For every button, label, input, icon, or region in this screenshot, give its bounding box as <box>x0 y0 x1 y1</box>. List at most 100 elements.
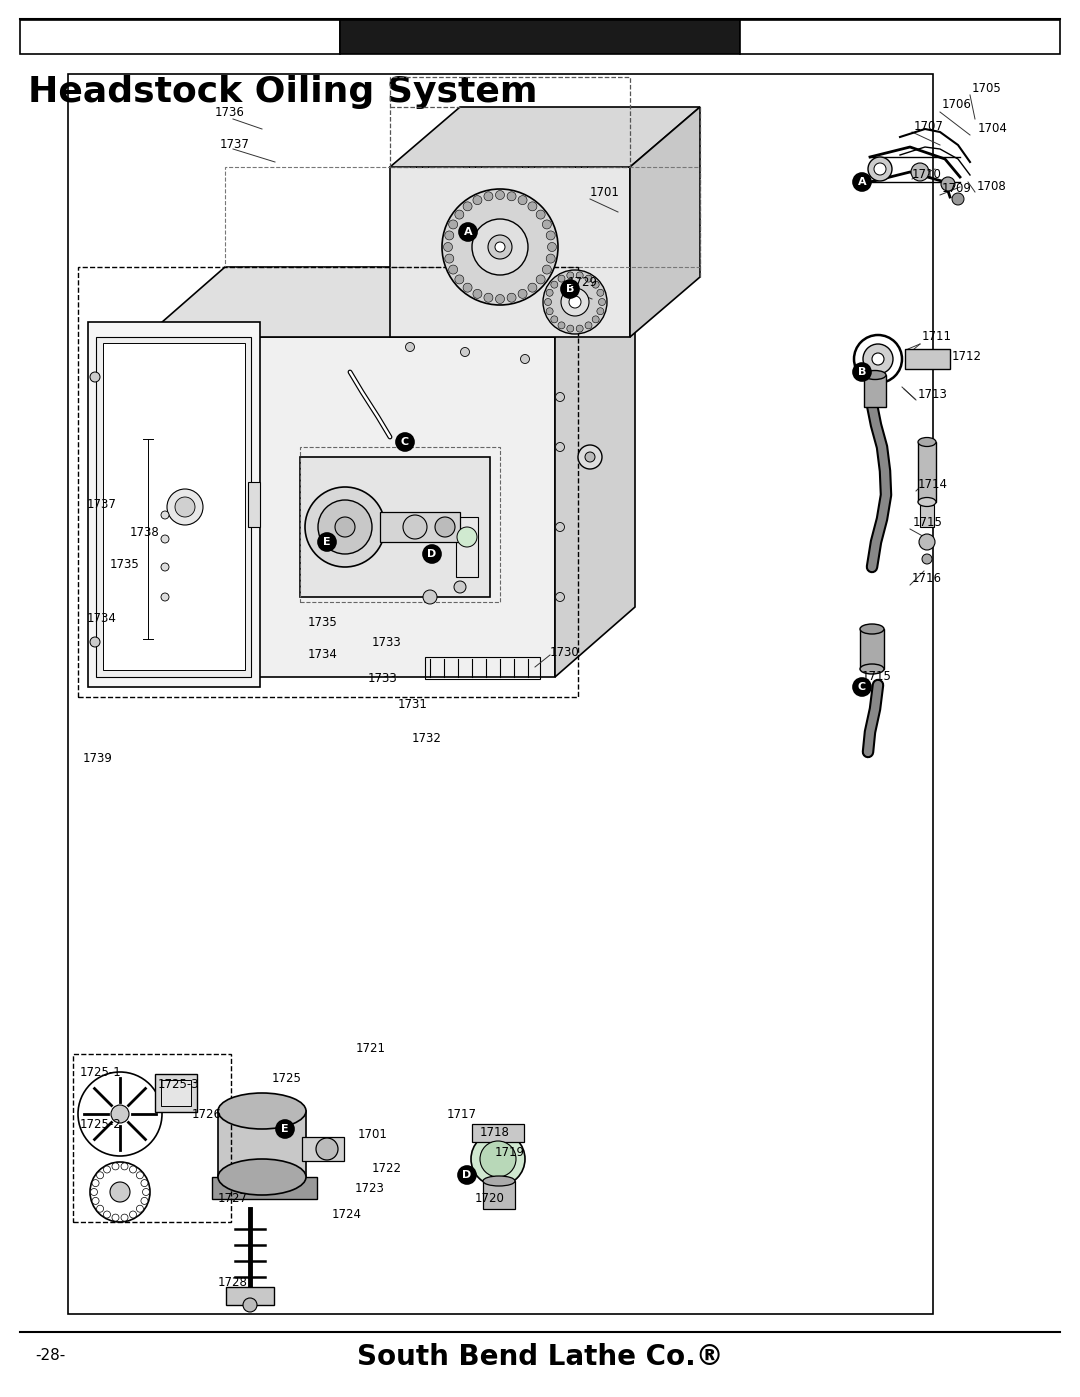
Bar <box>73 1053 231 1222</box>
Circle shape <box>403 515 427 539</box>
Circle shape <box>544 299 552 306</box>
Polygon shape <box>390 168 630 337</box>
Polygon shape <box>145 267 635 337</box>
Text: B: B <box>858 367 866 377</box>
Circle shape <box>543 270 607 334</box>
Circle shape <box>919 534 935 550</box>
Circle shape <box>548 243 556 251</box>
Text: 1715: 1715 <box>862 671 892 683</box>
Circle shape <box>912 163 929 182</box>
Circle shape <box>558 275 565 282</box>
Bar <box>103 344 245 671</box>
Text: 1710: 1710 <box>912 169 942 182</box>
Circle shape <box>396 433 414 451</box>
Text: 1731: 1731 <box>399 698 428 711</box>
Circle shape <box>455 210 463 219</box>
Circle shape <box>140 1179 148 1186</box>
Text: Headstock Oiling System: Headstock Oiling System <box>28 75 538 109</box>
Ellipse shape <box>860 664 885 673</box>
Circle shape <box>536 275 545 284</box>
Text: 1718: 1718 <box>480 1126 510 1139</box>
Text: 1724: 1724 <box>332 1208 362 1221</box>
Circle shape <box>460 348 470 356</box>
Bar <box>161 1080 191 1106</box>
Circle shape <box>92 1197 99 1204</box>
Text: B: B <box>566 284 575 293</box>
Bar <box>68 74 933 1315</box>
Circle shape <box>161 511 168 520</box>
Bar <box>918 441 936 502</box>
Polygon shape <box>390 108 700 168</box>
Bar <box>300 457 490 597</box>
Circle shape <box>496 190 504 200</box>
Bar <box>380 511 460 542</box>
Circle shape <box>874 163 886 175</box>
Text: PARTS: PARTS <box>513 29 567 45</box>
Circle shape <box>112 1162 119 1169</box>
Circle shape <box>471 1132 525 1186</box>
Text: 1738: 1738 <box>130 525 160 538</box>
Bar <box>340 20 740 54</box>
Circle shape <box>405 342 415 352</box>
Circle shape <box>112 1214 119 1221</box>
Circle shape <box>555 443 565 451</box>
Circle shape <box>597 307 604 314</box>
Circle shape <box>480 1141 516 1178</box>
Text: 1732: 1732 <box>411 732 442 746</box>
Text: D: D <box>462 1171 472 1180</box>
Circle shape <box>561 288 589 316</box>
Text: 1722: 1722 <box>372 1162 402 1175</box>
Text: E: E <box>281 1125 288 1134</box>
Bar <box>905 349 950 369</box>
Text: D: D <box>428 549 436 559</box>
Circle shape <box>90 637 100 647</box>
Circle shape <box>463 284 472 292</box>
Text: 1725: 1725 <box>272 1073 302 1085</box>
Bar <box>740 20 1059 54</box>
Circle shape <box>518 196 527 204</box>
Bar <box>426 657 540 679</box>
Circle shape <box>551 281 557 288</box>
Text: 1712: 1712 <box>951 351 982 363</box>
Circle shape <box>423 590 437 604</box>
Ellipse shape <box>864 370 886 380</box>
Text: 1730: 1730 <box>550 645 580 658</box>
Circle shape <box>444 243 453 251</box>
Circle shape <box>495 242 505 251</box>
Text: 1725-2: 1725-2 <box>80 1119 122 1132</box>
Text: 1736: 1736 <box>215 106 245 119</box>
Bar <box>225 168 700 267</box>
Circle shape <box>459 224 477 242</box>
Circle shape <box>130 1211 136 1218</box>
Circle shape <box>445 231 454 240</box>
Circle shape <box>318 500 372 555</box>
Circle shape <box>484 191 492 201</box>
Bar <box>226 1287 274 1305</box>
Circle shape <box>90 372 100 381</box>
Circle shape <box>598 299 606 306</box>
Text: C: C <box>401 437 409 447</box>
Circle shape <box>528 201 537 211</box>
Text: 1725-3: 1725-3 <box>158 1078 200 1091</box>
Text: 1739: 1739 <box>83 753 113 766</box>
Circle shape <box>78 1071 162 1155</box>
Text: 1737: 1737 <box>87 499 117 511</box>
Text: Model SB1014/SB1015 Parts: Model SB1014/SB1015 Parts <box>28 31 217 43</box>
Circle shape <box>508 191 516 201</box>
Circle shape <box>92 1179 99 1186</box>
Circle shape <box>558 321 565 328</box>
Circle shape <box>585 275 592 282</box>
Circle shape <box>941 177 955 191</box>
Circle shape <box>161 592 168 601</box>
Circle shape <box>592 316 599 323</box>
Ellipse shape <box>918 497 936 507</box>
Bar <box>300 447 500 602</box>
Circle shape <box>555 522 565 531</box>
Circle shape <box>536 210 545 219</box>
Circle shape <box>577 272 583 279</box>
Circle shape <box>922 555 932 564</box>
Text: 1701: 1701 <box>357 1129 388 1141</box>
Circle shape <box>96 1206 104 1213</box>
Circle shape <box>335 517 355 536</box>
Text: 1705: 1705 <box>972 82 1002 95</box>
